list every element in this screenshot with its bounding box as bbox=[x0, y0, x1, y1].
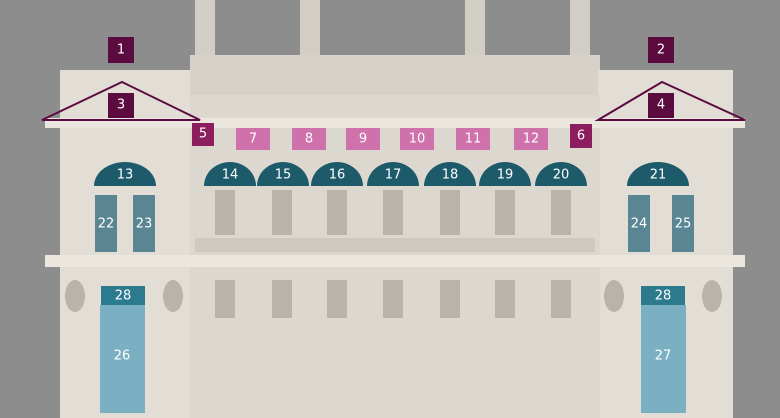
label: 12 bbox=[523, 132, 540, 147]
label: 26 bbox=[114, 349, 131, 364]
label: 14 bbox=[222, 168, 239, 183]
label: 1 bbox=[117, 43, 125, 58]
label: 6 bbox=[577, 129, 585, 144]
label: 21 bbox=[650, 168, 667, 183]
label: 19 bbox=[497, 168, 514, 183]
label: 9 bbox=[359, 132, 367, 147]
label: 20 bbox=[553, 168, 570, 183]
label: 16 bbox=[329, 168, 346, 183]
label: 2 bbox=[657, 43, 665, 58]
label: 27 bbox=[655, 349, 672, 364]
label: 23 bbox=[136, 217, 153, 232]
label: 13 bbox=[117, 168, 134, 183]
label: 3 bbox=[117, 98, 125, 113]
label: 25 bbox=[675, 217, 692, 232]
label: 11 bbox=[465, 132, 482, 147]
label: 18 bbox=[442, 168, 459, 183]
label: 4 bbox=[657, 98, 665, 113]
label: 24 bbox=[631, 217, 648, 232]
label: 22 bbox=[98, 217, 115, 232]
label: 17 bbox=[385, 168, 402, 183]
facade-diagram: 1 2 3 4 5 6 7 8 9 10 11 12 13 14 15 16 1… bbox=[0, 0, 780, 418]
label: 15 bbox=[275, 168, 292, 183]
label: 8 bbox=[305, 132, 313, 147]
label: 7 bbox=[249, 132, 257, 147]
label: 10 bbox=[409, 132, 426, 147]
label: 28 bbox=[115, 289, 132, 304]
label: 5 bbox=[199, 127, 207, 142]
label: 28 bbox=[655, 289, 672, 304]
